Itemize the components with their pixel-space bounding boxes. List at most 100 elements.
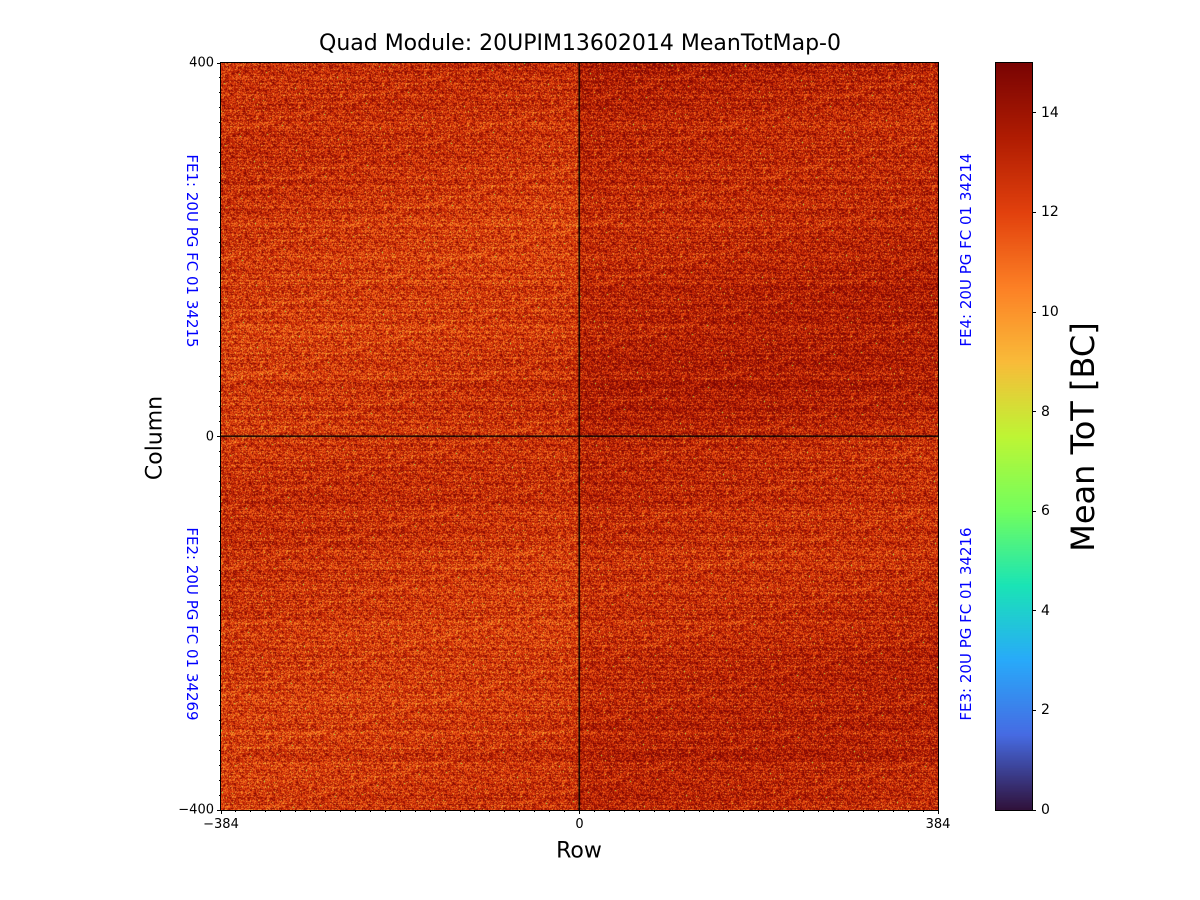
x-minor-tick xyxy=(369,810,371,812)
y-minor-tick xyxy=(219,167,221,169)
y-tick-label: 0 xyxy=(205,429,214,444)
x-minor-tick xyxy=(698,810,700,812)
y-axis-label: Column xyxy=(142,395,168,481)
heatmap-quadrant-bottom-left xyxy=(221,437,580,811)
heatmap-quadrant-bottom-right xyxy=(580,437,939,811)
x-minor-tick xyxy=(444,810,446,812)
y-minor-tick xyxy=(219,660,221,662)
heatmap-quadrant-top-right xyxy=(580,63,939,437)
x-minor-tick xyxy=(818,810,819,812)
colorbar-tick xyxy=(1032,709,1036,711)
x-minor-tick xyxy=(474,810,476,812)
x-minor-tick xyxy=(235,810,237,812)
y-minor-tick xyxy=(219,704,221,706)
x-minor-tick xyxy=(623,810,625,812)
x-minor-tick xyxy=(459,810,461,812)
y-minor-tick xyxy=(219,689,221,691)
y-minor-tick xyxy=(219,495,221,497)
y-minor-tick xyxy=(219,152,221,154)
x-minor-tick xyxy=(862,810,864,812)
y-minor-tick xyxy=(219,331,221,333)
x-minor-tick xyxy=(803,810,805,812)
colorbar-tick-label: 6 xyxy=(1041,503,1050,520)
y-minor-tick xyxy=(219,122,221,124)
colorbar-tick xyxy=(1032,510,1036,512)
x-major-tick xyxy=(220,810,222,814)
quadrant-label-fe4: FE4: 20U PG FC 01 34214 xyxy=(957,153,975,347)
x-minor-tick xyxy=(847,810,849,812)
y-minor-tick xyxy=(219,211,221,213)
x-minor-tick xyxy=(250,810,252,812)
y-minor-tick xyxy=(219,286,221,288)
colorbar-tick xyxy=(1032,112,1036,114)
y-minor-tick xyxy=(219,107,221,109)
x-minor-tick xyxy=(728,810,730,812)
y-tick-label: −400 xyxy=(178,802,214,818)
y-minor-tick xyxy=(219,137,221,139)
y-minor-tick xyxy=(219,600,221,602)
y-minor-tick xyxy=(219,241,221,243)
y-minor-tick xyxy=(219,645,221,647)
colorbar-tick-label: 12 xyxy=(1041,204,1059,221)
y-minor-tick xyxy=(219,271,221,273)
x-minor-tick xyxy=(743,810,745,812)
y-minor-tick xyxy=(219,734,221,736)
y-minor-tick xyxy=(219,764,221,766)
colorbar-tick xyxy=(1032,211,1036,213)
x-minor-tick xyxy=(832,810,834,812)
colorbar-tick xyxy=(1032,311,1036,313)
quadrant-label-fe1: FE1: 20U PG FC 01 34215 xyxy=(183,154,201,348)
y-minor-tick xyxy=(219,77,221,79)
y-minor-tick xyxy=(219,316,221,318)
x-minor-tick xyxy=(429,810,431,812)
x-major-tick xyxy=(579,810,580,814)
colorbar xyxy=(996,63,1032,810)
y-minor-tick xyxy=(219,555,221,557)
x-minor-tick xyxy=(549,810,551,812)
colorbar-tick-label: 0 xyxy=(1041,802,1050,818)
colorbar-tick-label: 4 xyxy=(1041,602,1050,619)
x-minor-tick xyxy=(414,810,416,812)
y-minor-tick xyxy=(219,675,221,677)
colorbar-tick-label: 14 xyxy=(1041,104,1059,121)
x-tick-label: −384 xyxy=(203,817,239,832)
y-minor-tick xyxy=(219,615,221,617)
heatmap-plot-area xyxy=(221,63,938,810)
colorbar-tick xyxy=(1032,610,1036,612)
y-minor-tick xyxy=(219,301,221,303)
y-minor-tick xyxy=(219,465,221,467)
x-minor-tick xyxy=(713,810,715,812)
x-minor-tick xyxy=(354,810,356,812)
x-minor-tick xyxy=(519,810,521,812)
x-major-tick xyxy=(937,810,939,814)
colorbar-frame xyxy=(995,62,1033,811)
y-minor-tick xyxy=(219,570,221,572)
y-minor-tick xyxy=(219,346,221,348)
y-minor-tick xyxy=(219,585,221,587)
x-minor-tick xyxy=(265,810,267,812)
y-major-tick xyxy=(217,436,221,437)
y-minor-tick xyxy=(219,779,221,781)
y-minor-tick xyxy=(219,794,221,796)
x-minor-tick xyxy=(892,810,894,812)
x-minor-tick xyxy=(773,810,775,812)
y-minor-tick xyxy=(219,391,221,393)
y-minor-tick xyxy=(219,406,221,408)
y-tick-label: 400 xyxy=(189,55,214,71)
x-minor-tick xyxy=(653,810,655,812)
x-minor-tick xyxy=(325,810,327,812)
y-minor-tick xyxy=(219,256,221,258)
y-minor-tick xyxy=(219,226,221,228)
y-minor-tick xyxy=(219,182,221,184)
y-minor-tick xyxy=(219,92,221,94)
y-minor-tick xyxy=(219,376,221,378)
x-minor-tick xyxy=(564,810,566,812)
x-tick-label: 384 xyxy=(925,817,951,832)
heatmap-quadrant-top-left xyxy=(221,63,580,437)
x-minor-tick xyxy=(593,810,595,812)
x-minor-tick xyxy=(504,810,506,812)
y-minor-tick xyxy=(219,361,221,363)
x-minor-tick xyxy=(280,810,282,812)
colorbar-tick-label: 2 xyxy=(1041,702,1050,719)
x-minor-tick xyxy=(534,810,536,812)
